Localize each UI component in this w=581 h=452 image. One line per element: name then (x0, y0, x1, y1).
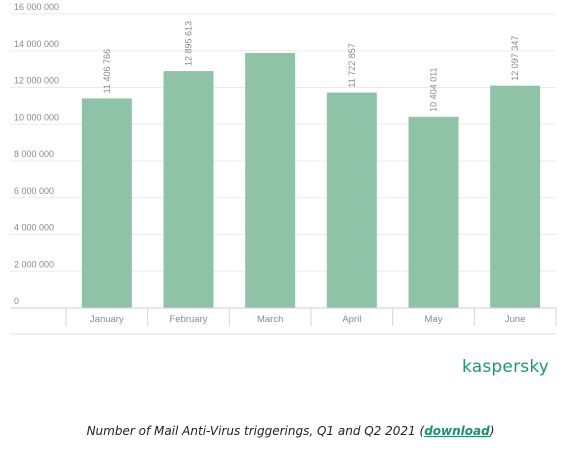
x-tick-label: June (505, 314, 526, 325)
y-tick-label: 10 000 000 (14, 112, 59, 122)
data-labels: 11 406 766 12 895 613 11 722 857 10 404 011… (102, 21, 520, 112)
data-label: 11 722 857 (347, 43, 357, 87)
y-tick-label: 16 000 000 (14, 2, 59, 12)
x-tick-label: April (342, 314, 361, 325)
y-tick-label: 4 000 000 (14, 223, 54, 233)
x-tick-label: January (90, 314, 124, 325)
x-tick-label: March (257, 314, 283, 325)
y-tick-label: 12 000 000 (14, 76, 59, 86)
y-axis-labels: 0 2 000 000 4 000 000 6 000 000 8 000 000 10 … (14, 2, 59, 306)
bars (81, 52, 541, 309)
data-label: 12 097 347 (510, 36, 520, 81)
bar (81, 98, 132, 309)
data-label: 12 895 613 (184, 21, 194, 66)
bar (245, 52, 296, 308)
x-tick-label: February (169, 314, 207, 325)
caption-close: ) (489, 424, 495, 438)
caption-text: Number of Mail Anti-Virus triggerings, Q… (86, 424, 425, 438)
kaspersky-logo: kaspersky (462, 357, 549, 377)
y-tick-label: 0 (14, 296, 19, 306)
y-tick-label: 6 000 000 (14, 186, 54, 196)
data-label: 11 406 766 (102, 49, 112, 93)
download-link[interactable]: download (424, 424, 490, 438)
x-tick-label: May (425, 314, 443, 325)
bar (163, 71, 214, 308)
bar (326, 92, 377, 309)
x-axis: January February March April May June (10, 307, 557, 335)
y-tick-label: 8 000 000 (14, 149, 54, 159)
figure-caption: Number of Mail Anti-Virus triggerings, Q… (0, 424, 581, 438)
y-tick-label: 2 000 000 (14, 259, 54, 269)
bar (490, 85, 541, 309)
y-tick-label: 14 000 000 (14, 39, 59, 49)
bar-chart: 0 2 000 000 4 000 000 6 000 000 8 000 000 10 … (10, 2, 557, 335)
logo-text: kaspersky (462, 357, 550, 377)
bar (408, 116, 459, 309)
data-label: 10 404 011 (429, 67, 439, 111)
